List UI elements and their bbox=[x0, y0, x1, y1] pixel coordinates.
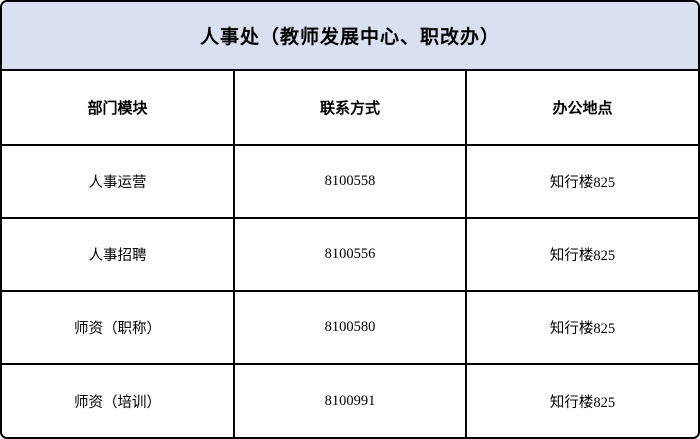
table-title: 人事处（教师发展中心、职改办） bbox=[2, 2, 698, 71]
column-header-location: 办公地点 bbox=[465, 69, 698, 146]
column-header-module: 部门模块 bbox=[2, 69, 235, 146]
cell-module: 人事招聘 bbox=[2, 217, 235, 292]
column-header-contact: 联系方式 bbox=[233, 69, 467, 146]
cell-contact: 8100556 bbox=[233, 217, 467, 292]
table-row: 人事运营 8100558 知行楼825 bbox=[2, 144, 698, 219]
cell-location: 知行楼825 bbox=[465, 144, 698, 219]
cell-location: 知行楼825 bbox=[465, 363, 698, 437]
cell-module: 师资（培训） bbox=[2, 363, 235, 437]
column-header-row: 部门模块 联系方式 办公地点 bbox=[2, 69, 698, 146]
cell-contact: 8100580 bbox=[233, 290, 467, 365]
cell-contact: 8100558 bbox=[233, 144, 467, 219]
cell-location: 知行楼825 bbox=[465, 290, 698, 365]
table-row: 师资（职称） 8100580 知行楼825 bbox=[2, 290, 698, 365]
cell-module: 人事运营 bbox=[2, 144, 235, 219]
cell-contact: 8100991 bbox=[233, 363, 467, 437]
cell-module: 师资（职称） bbox=[2, 290, 235, 365]
table-row: 人事招聘 8100556 知行楼825 bbox=[2, 217, 698, 292]
table-row: 师资（培训） 8100991 知行楼825 bbox=[2, 363, 698, 437]
table-title-row: 人事处（教师发展中心、职改办） bbox=[2, 2, 698, 71]
cell-location: 知行楼825 bbox=[465, 217, 698, 292]
